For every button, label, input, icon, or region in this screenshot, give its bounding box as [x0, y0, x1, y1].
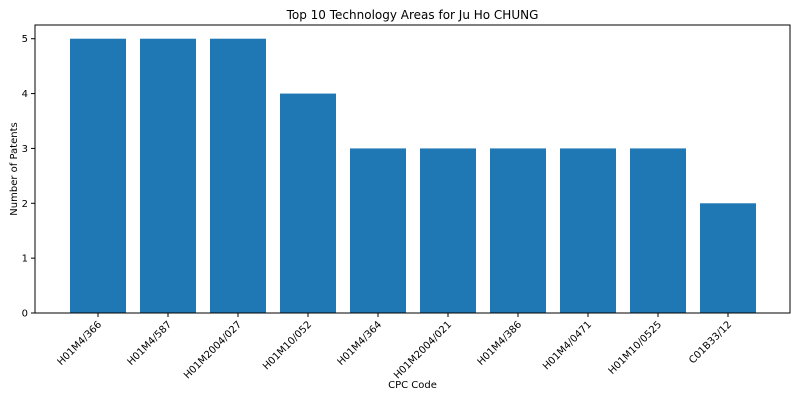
bar-h01m4-366 [70, 39, 126, 313]
y-axis-label: Number of Patents [9, 122, 20, 215]
y-tick-label: 5 [22, 34, 28, 45]
y-tick-label: 3 [22, 144, 28, 155]
bar-h01m10-052 [280, 94, 336, 313]
bar-h01m4-0471 [560, 148, 616, 313]
bar-c01b33-12 [700, 203, 756, 313]
bar-h01m10-0525 [630, 148, 686, 313]
y-tick-label: 4 [22, 89, 28, 100]
chart-title: Top 10 Technology Areas for Ju Ho CHUNG [286, 8, 539, 22]
bar-h01m4-587 [140, 39, 196, 313]
bar-h01m4-386 [490, 148, 546, 313]
y-tick-label: 0 [22, 309, 28, 320]
y-tick-label: 1 [22, 254, 28, 265]
bar-h01m2004-027 [210, 39, 266, 313]
bar-h01m2004-021 [420, 148, 476, 313]
y-tick-label: 2 [22, 199, 28, 210]
bar-h01m4-364 [350, 148, 406, 313]
x-axis-label: CPC Code [388, 380, 437, 391]
